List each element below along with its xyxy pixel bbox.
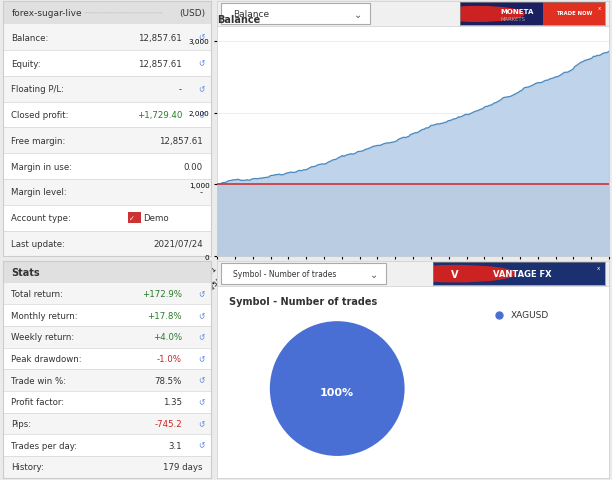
Circle shape	[395, 266, 515, 282]
Text: -: -	[200, 188, 203, 197]
Text: Margin in use:: Margin in use:	[12, 162, 72, 171]
Bar	[3, 413, 211, 434]
Text: ↺: ↺	[198, 419, 205, 428]
Bar	[3, 77, 211, 102]
Text: Profit factor:: Profit factor:	[12, 397, 64, 407]
Bar	[3, 102, 211, 128]
Text: MARKETS: MARKETS	[501, 17, 526, 23]
Text: (USD): (USD)	[179, 9, 205, 18]
Bar	[221, 264, 386, 285]
Bar	[3, 370, 211, 391]
Text: V: V	[451, 269, 459, 279]
Bar	[3, 51, 211, 77]
Text: x: x	[597, 6, 600, 11]
Bar	[3, 205, 211, 231]
Text: Balance: Balance	[217, 15, 261, 25]
Text: Demo: Demo	[143, 214, 169, 223]
Circle shape	[431, 8, 524, 22]
Text: 1.35: 1.35	[163, 397, 182, 407]
Bar	[3, 326, 211, 348]
Text: ↺: ↺	[198, 311, 205, 320]
Bar	[221, 4, 370, 25]
Text: forex-sugar-live: forex-sugar-live	[12, 9, 82, 18]
Text: Free margin:: Free margin:	[12, 136, 65, 145]
Text: Pips:: Pips:	[12, 419, 31, 428]
Text: -745.2: -745.2	[154, 419, 182, 428]
Text: ↺: ↺	[198, 441, 205, 450]
Text: Stats: Stats	[12, 267, 40, 277]
Text: 12,857.61: 12,857.61	[159, 136, 203, 145]
Text: 2021/07/24: 2021/07/24	[153, 240, 203, 249]
Text: x: x	[597, 265, 600, 270]
Text: 100%: 100%	[320, 387, 354, 397]
Text: ↺: ↺	[198, 85, 205, 94]
Bar	[3, 434, 211, 456]
Bar	[3, 391, 211, 413]
Wedge shape	[270, 322, 405, 456]
Text: ✓: ✓	[129, 215, 135, 221]
Text: Monthly return:: Monthly return:	[12, 311, 78, 320]
Text: 0.00: 0.00	[184, 162, 203, 171]
Text: Closed profit:: Closed profit:	[12, 111, 69, 120]
Bar	[3, 456, 211, 478]
Text: Balance: Balance	[233, 11, 269, 19]
Text: ↺: ↺	[198, 376, 205, 385]
Text: Account type:: Account type:	[12, 214, 71, 223]
Text: Trades per day:: Trades per day:	[12, 441, 78, 450]
Bar	[3, 348, 211, 370]
Text: ⌄: ⌄	[370, 269, 378, 279]
Text: ↺: ↺	[198, 111, 205, 120]
Bar	[128, 213, 141, 224]
Bar	[3, 128, 211, 154]
Bar	[3, 2, 211, 25]
Text: 179 days: 179 days	[163, 462, 203, 471]
Text: Symbol - Number of trades: Symbol - Number of trades	[233, 270, 337, 278]
Text: 12,857.61: 12,857.61	[138, 34, 182, 43]
Bar	[3, 154, 211, 180]
Text: ↺: ↺	[198, 289, 205, 299]
Text: ↺: ↺	[198, 354, 205, 363]
Text: 78.5%: 78.5%	[155, 376, 182, 385]
Text: Margin level:: Margin level:	[12, 188, 67, 197]
Text: ↺: ↺	[198, 34, 205, 43]
Text: +17.8%: +17.8%	[147, 311, 182, 320]
Bar	[3, 180, 211, 205]
Bar	[3, 262, 211, 283]
Bar	[3, 283, 211, 305]
Text: Floating P/L:: Floating P/L:	[12, 85, 64, 94]
Text: Symbol - Number of trades: Symbol - Number of trades	[229, 296, 377, 306]
Text: ↺: ↺	[198, 397, 205, 407]
Bar	[543, 3, 605, 26]
Bar	[3, 25, 211, 51]
Text: VANTAGE FX: VANTAGE FX	[493, 270, 551, 278]
Text: ↺: ↺	[198, 333, 205, 342]
Text: Last update:: Last update:	[12, 240, 65, 249]
Text: -: -	[179, 85, 182, 94]
Text: History:: History:	[12, 462, 44, 471]
Bar	[3, 231, 211, 257]
Text: +4.0%: +4.0%	[153, 333, 182, 342]
Text: ●: ●	[472, 8, 483, 22]
Text: 12,857.61: 12,857.61	[138, 60, 182, 68]
Text: Total return:: Total return:	[12, 289, 64, 299]
Text: MONETA: MONETA	[501, 9, 534, 15]
Text: Equity:: Equity:	[12, 60, 41, 68]
Text: +172.9%: +172.9%	[142, 289, 182, 299]
Text: Balance:: Balance:	[12, 34, 49, 43]
Text: +1,729.40: +1,729.40	[136, 111, 182, 120]
Text: ⌄: ⌄	[354, 10, 362, 20]
Text: Weekly return:: Weekly return:	[12, 333, 75, 342]
Text: Trade win %:: Trade win %:	[12, 376, 67, 385]
Text: 3.1: 3.1	[168, 441, 182, 450]
Text: ↺: ↺	[198, 60, 205, 68]
Text: XAGUSD: XAGUSD	[511, 311, 550, 320]
Text: -1.0%: -1.0%	[157, 354, 182, 363]
Text: TRADE NOW: TRADE NOW	[556, 11, 592, 16]
Bar	[3, 305, 211, 326]
Text: Peak drawdown:: Peak drawdown:	[12, 354, 82, 363]
